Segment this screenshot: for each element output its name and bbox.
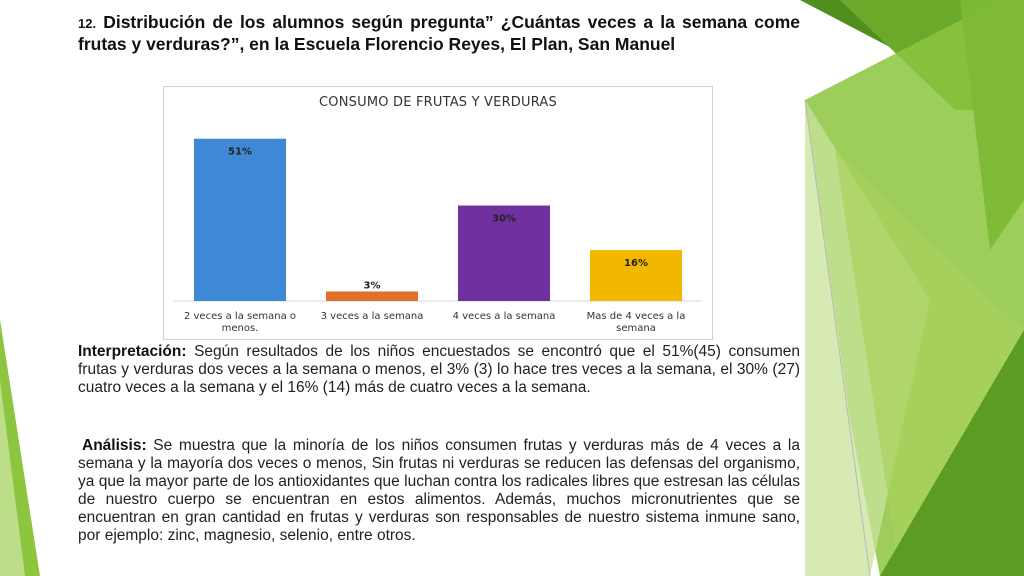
- deco-shape-light: [805, 0, 1024, 576]
- analysis-paragraph: Análisis: Se muestra que la minoría de l…: [78, 437, 800, 545]
- interpretation-text: Según resultados de los niños encuestado…: [78, 343, 800, 396]
- category-label: menos.: [222, 323, 259, 334]
- interpretation-paragraph: Interpretación: Según resultados de los …: [78, 343, 800, 397]
- chart-bar: [194, 138, 286, 301]
- deco-shape-dark-top: [800, 0, 1024, 70]
- bar-chart: CONSUMO DE FRUTAS Y VERDURAS 51% 2 veces …: [163, 86, 713, 340]
- deco-shape-pale-2: [835, 150, 1024, 576]
- bar-value-label: 30%: [492, 214, 516, 225]
- chart-bar: [590, 250, 682, 301]
- bar-value-label: 51%: [228, 147, 252, 158]
- deco-shape-right-strip: [960, 0, 1024, 250]
- chart-bar: [326, 291, 418, 301]
- question-heading: 12. Distribución de los alumnos según pr…: [78, 12, 800, 55]
- deco-shape-mid-top: [840, 0, 1024, 110]
- analysis-text: Se muestra que la minoría de los niños c…: [78, 437, 800, 544]
- deco-shape-left-corner-light: [0, 380, 25, 576]
- analysis-label: Análisis:: [82, 437, 147, 454]
- deco-shape-left-corner: [0, 320, 40, 576]
- deco-shape-pale: [805, 100, 930, 576]
- category-label: 4 veces a la semana: [453, 311, 556, 322]
- interpretation-label: Interpretación:: [78, 343, 187, 360]
- category-label: Mas de 4 veces a la: [587, 311, 686, 322]
- bar-value-label: 16%: [624, 258, 648, 269]
- deco-line: [804, 99, 871, 576]
- category-label: 2 veces a la semana o: [184, 311, 296, 322]
- chart-bar: [458, 205, 550, 301]
- category-label: semana: [616, 323, 656, 334]
- chart-title: CONSUMO DE FRUTAS Y VERDURAS: [319, 95, 557, 110]
- question-number: 12.: [78, 16, 97, 31]
- category-label: 3 veces a la semana: [321, 311, 424, 322]
- question-title: Distribución de los alumnos según pregun…: [78, 12, 800, 54]
- bar-value-label: 3%: [364, 280, 381, 291]
- deco-shape-dark-bottom: [880, 330, 1024, 576]
